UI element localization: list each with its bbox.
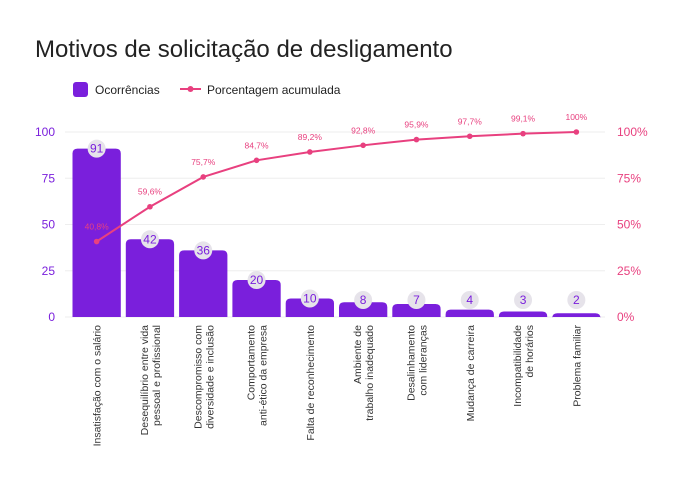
bar-value-badge [567,291,586,309]
category-label: com lideranças [417,325,429,396]
line-point [573,129,580,135]
bar-value-badge [460,291,479,309]
bar-value-label: 91 [90,142,104,156]
line-point [200,174,207,180]
right-tick-label: 75% [617,171,641,185]
right-tick-label: 0% [617,310,635,324]
line-point-label: 100% [565,112,587,122]
line-point-label: 92,8% [351,125,376,135]
category-label: Insatisfação com o salário [92,325,104,447]
category-label: Comportamento [246,325,258,400]
bar [285,298,334,317]
category-label: Falta de reconhecimento [305,325,317,441]
bar [125,239,175,317]
line-point-label: 40,8% [85,222,110,232]
bar-value-badge [194,241,213,260]
right-tick-label: 25% [617,264,641,278]
category-label: de horários [524,325,536,378]
category-label: Ambiente de [352,325,364,384]
legend-line-marker [187,86,194,92]
cumulative-line [96,131,577,243]
bar [392,304,441,317]
bar-value-badge [407,291,426,309]
bar-value-badge [354,291,373,309]
category-label: Descompromisso com [192,325,204,429]
bar [232,280,281,317]
category-label: diversidade e inclusão [204,325,216,429]
chart-title: Motivos de solicitação de desligamento [35,36,453,63]
line-point [307,149,313,155]
line-point [360,142,366,149]
line-point [253,157,260,164]
category-label: Mudança de carreira [465,325,477,421]
category-label: Incompatibilidade [512,325,524,407]
left-tick-label: 100 [35,125,55,139]
bar [552,313,601,319]
category-label: anti-ético da empresa [258,325,270,426]
legend-bar-swatch [73,82,88,97]
line-point [147,203,153,210]
bar-value-badge [87,139,106,158]
bar-value-label: 3 [520,293,527,307]
right-tick-label: 100% [617,125,648,139]
left-tick-label: 75 [42,171,56,185]
bar-value-badge [300,289,319,308]
line-point [413,136,420,143]
line-point-label: 99,1% [511,114,536,124]
line-point [466,133,473,140]
line-point-label: 84,7% [244,140,269,150]
bar [179,250,228,317]
bar [339,302,388,317]
bar-value-badge [247,271,266,289]
line-point-label: 59,6% [138,187,163,197]
bar [445,309,494,317]
bar [72,148,121,317]
bar [498,311,548,317]
bar-value-label: 8 [360,293,367,307]
bar-value-label: 7 [413,293,420,307]
category-label: Desalinhamento [405,325,417,401]
line-point [93,238,100,245]
bar-value-label: 42 [143,232,157,246]
legend-bar-label: Ocorrências [95,83,160,97]
legend-line-label: Porcentagem acumulada [207,83,341,97]
left-tick-label: 25 [42,264,56,278]
category-label: Problema familiar [571,325,583,407]
line-point-label: 95,9% [404,120,429,130]
left-tick-label: 50 [42,218,56,232]
bar-value-label: 4 [466,293,473,307]
line-point [520,130,526,137]
bar-value-badge [140,230,159,249]
category-label: Desequilíbrio entre vida [139,325,151,435]
bar-value-label: 20 [250,273,264,287]
line-point-label: 75,7% [191,157,216,167]
bar-value-badge [514,291,533,309]
bar-value-label: 10 [303,292,317,306]
line-point-label: 97,7% [458,116,483,126]
bar-value-label: 2 [573,293,580,307]
category-label: trabalho inadequado [364,325,376,421]
bar-value-label: 36 [197,243,211,257]
line-point-label: 89,2% [298,132,323,142]
category-label: pessoal e profissional [151,325,163,426]
right-tick-label: 50% [617,218,641,232]
left-tick-label: 0 [48,310,55,324]
